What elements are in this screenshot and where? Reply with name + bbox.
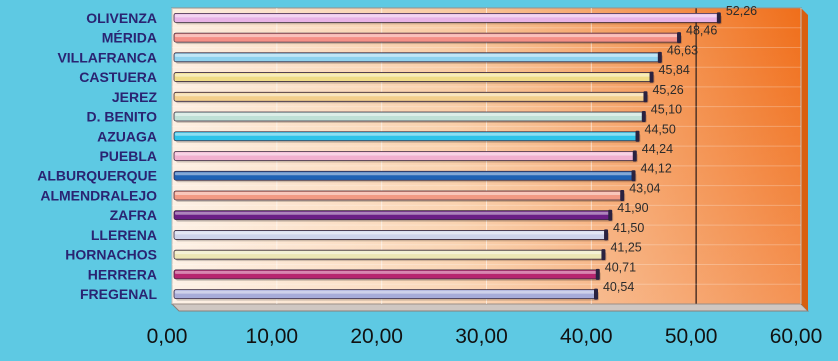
plot-floor bbox=[170, 303, 810, 312]
bar-highlight bbox=[175, 211, 611, 215]
bar-highlight bbox=[175, 231, 607, 235]
x-tick-label: 30,00 bbox=[455, 325, 508, 348]
x-tick-label: 0,00 bbox=[147, 325, 188, 348]
plot-side-wall bbox=[801, 8, 808, 311]
bar-highlight bbox=[175, 14, 719, 18]
bar-end-cap bbox=[620, 189, 625, 201]
category-label: HORNACHOS bbox=[65, 247, 157, 263]
x-tick-label: 10,00 bbox=[246, 325, 299, 348]
bar-highlight bbox=[175, 152, 635, 156]
bar-end-cap bbox=[632, 150, 637, 162]
value-label: 45,84 bbox=[659, 63, 690, 77]
bar-end-cap bbox=[631, 170, 636, 182]
category-label: AZUAGA bbox=[97, 128, 157, 144]
bar-end-cap bbox=[635, 130, 640, 142]
bar-series bbox=[173, 12, 722, 301]
value-label: 44,12 bbox=[641, 162, 672, 176]
bar-highlight bbox=[175, 290, 596, 294]
bar-highlight bbox=[175, 172, 634, 176]
category-label: FREGENAL bbox=[80, 286, 157, 302]
category-label: ALMENDRALEJO bbox=[40, 187, 157, 203]
bar-end-cap bbox=[593, 288, 598, 300]
value-label: 41,25 bbox=[610, 241, 641, 255]
bar-end-cap bbox=[643, 91, 648, 103]
bar-end-cap bbox=[608, 209, 613, 221]
bar-end-cap bbox=[716, 12, 721, 24]
bar-highlight bbox=[175, 53, 660, 57]
x-tick-label: 60,00 bbox=[770, 325, 823, 348]
value-label: 41,50 bbox=[613, 221, 644, 235]
value-label: 40,54 bbox=[603, 280, 634, 294]
category-label: LLERENA bbox=[91, 227, 157, 243]
bar-highlight bbox=[175, 270, 598, 274]
x-tick-label: 20,00 bbox=[350, 325, 403, 348]
category-label: JEREZ bbox=[112, 89, 158, 105]
category-label: D. BENITO bbox=[86, 109, 157, 125]
category-label: VILLAFRANCA bbox=[57, 49, 157, 65]
bar-end-cap bbox=[657, 51, 662, 63]
category-label: ZAFRA bbox=[110, 207, 157, 223]
category-label: CASTUERA bbox=[79, 69, 157, 85]
category-labels: OLIVENZA MÉRIDA VILLAFRANCA CASTUERA JEREZ D.… bbox=[37, 10, 157, 302]
bar-end-cap bbox=[641, 111, 646, 123]
bar-end-cap bbox=[649, 71, 654, 83]
category-label: ALBURQUERQUE bbox=[37, 168, 157, 184]
category-label: HERRERA bbox=[88, 266, 157, 282]
value-label: 43,04 bbox=[629, 181, 660, 195]
category-label: MÉRIDA bbox=[102, 30, 157, 46]
x-axis-tick-labels: 0,00 10,00 20,00 30,00 40,00 50,00 60,00 bbox=[147, 325, 823, 348]
bar-end-cap bbox=[601, 249, 606, 261]
bar-highlight bbox=[175, 251, 604, 255]
bar-highlight bbox=[175, 191, 623, 195]
x-tick-label: 50,00 bbox=[665, 325, 718, 348]
bar-highlight bbox=[175, 73, 652, 77]
bar-end-cap bbox=[677, 32, 682, 44]
value-label: 45,26 bbox=[652, 83, 683, 97]
x-tick-label: 40,00 bbox=[560, 325, 613, 348]
value-label: 44,50 bbox=[645, 122, 676, 136]
bar-end-cap bbox=[604, 229, 609, 241]
bar-highlight bbox=[175, 132, 638, 136]
category-label: PUEBLA bbox=[99, 148, 157, 164]
value-label: 48,46 bbox=[686, 24, 717, 38]
value-label: 41,90 bbox=[617, 201, 648, 215]
category-label: OLIVENZA bbox=[86, 10, 157, 26]
value-label: 44,24 bbox=[642, 142, 673, 156]
value-label: 40,71 bbox=[605, 260, 636, 274]
value-label: 46,63 bbox=[667, 43, 698, 57]
bar-highlight bbox=[175, 113, 644, 117]
bar-highlight bbox=[175, 93, 646, 97]
value-label: 45,10 bbox=[651, 103, 682, 117]
value-labels: 52,26 48,46 46,63 45,84 45,26 45,10 44,50 44,24… bbox=[603, 4, 757, 294]
bar-end-cap bbox=[595, 268, 600, 280]
value-label: 52,26 bbox=[726, 4, 757, 18]
bar-highlight bbox=[175, 34, 680, 38]
